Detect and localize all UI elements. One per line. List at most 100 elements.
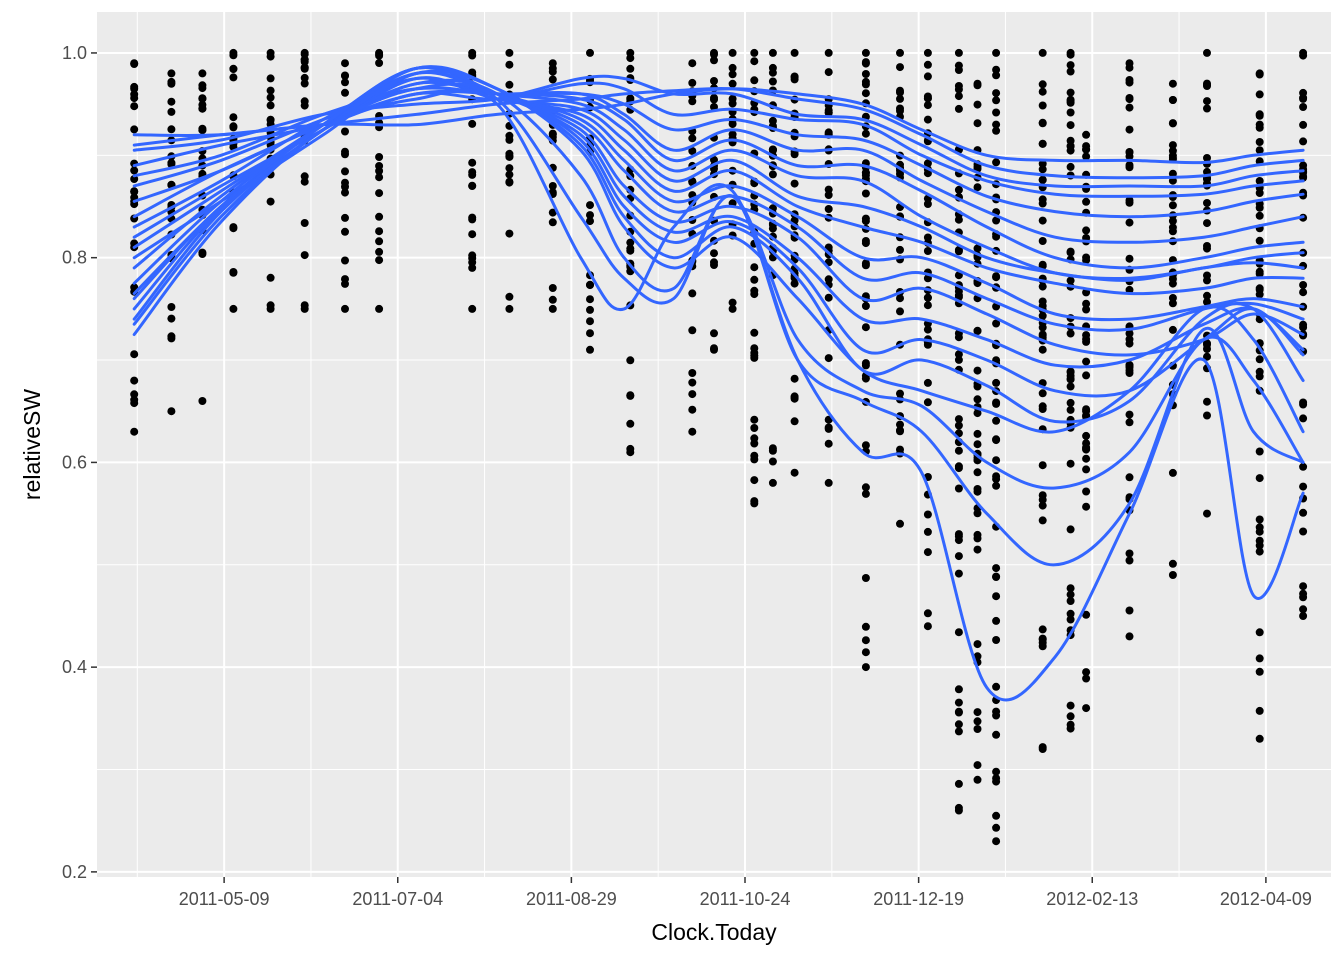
data-point [1125,196,1134,205]
data-point [1082,226,1091,235]
data-point [1066,382,1075,391]
data-point [1066,121,1075,130]
data-point [468,263,477,272]
data-point [1082,610,1091,619]
data-point [1082,197,1091,206]
data-point [1168,79,1177,88]
data-point [973,725,982,733]
data-point [1066,162,1075,171]
y-axis-title: relativeSW [19,389,45,500]
data-point [1066,615,1075,624]
data-point [300,304,309,313]
data-point [1125,161,1134,170]
data-point [1082,405,1091,414]
data-point [954,628,963,637]
data-point [824,478,833,487]
data-point [896,88,904,97]
data-point [341,127,349,136]
data-point [1038,48,1047,57]
data-point [861,359,870,368]
data-point [768,457,777,466]
data-point [923,101,932,110]
data-point [1038,635,1047,644]
data-point [1299,508,1308,517]
data-point [923,622,932,631]
data-point [586,329,594,338]
data-point [548,284,557,292]
y-tick-label: 0.8 [62,248,87,268]
data-point [229,268,238,277]
data-point [1066,248,1075,257]
data-point [973,119,982,128]
data-point [992,89,1001,98]
data-point [992,216,1001,225]
data-point [923,301,932,310]
data-point [505,60,514,69]
data-point [896,427,904,436]
data-point [1255,236,1264,245]
data-point [1299,527,1308,536]
data-point [1255,203,1264,212]
data-point [1066,584,1075,593]
data-point [1255,367,1264,376]
data-point [992,436,1001,445]
data-point [954,446,963,455]
data-point [1203,397,1211,406]
data-point [824,424,833,433]
data-point [130,187,139,196]
x-axis-title: Clock.Today [651,919,777,945]
data-point [586,211,594,220]
data-point [768,48,777,57]
data-point [198,248,207,257]
data-point [923,48,932,57]
data-point [896,389,904,398]
data-point [266,273,275,282]
data-point [790,394,799,403]
data-point [1066,724,1075,733]
data-point [861,58,870,67]
data-point [130,90,139,99]
data-point [954,350,963,359]
data-point [341,59,349,68]
data-point [750,415,759,424]
data-point [1168,96,1177,104]
data-point [300,55,309,64]
data-point [973,409,982,418]
data-point [1038,461,1047,470]
data-point [973,545,982,554]
data-point [1255,211,1264,220]
data-point [468,168,477,177]
data-point [167,69,176,78]
data-point [1203,244,1211,253]
data-point [1066,108,1075,117]
data-point [1299,137,1308,146]
data-point [1299,605,1308,614]
data-point [923,398,932,407]
data-point [992,398,1001,407]
data-point [1066,459,1075,468]
data-point [167,303,176,311]
data-point [1038,216,1047,225]
data-point [728,130,737,139]
data-point [688,59,697,68]
data-point [300,73,309,82]
data-point [1255,120,1264,129]
data-point [896,245,904,254]
data-point [728,304,737,313]
data-point [1203,81,1211,90]
data-point [973,640,982,649]
data-point [824,354,833,363]
data-point [229,123,238,132]
data-point [626,356,635,365]
data-point [548,295,557,304]
data-point [1299,593,1308,602]
data-point [973,366,982,375]
data-point [954,333,963,342]
data-point [992,730,1001,739]
data-point [923,325,932,334]
x-tick-label: 2011-07-04 [352,889,443,909]
data-point [923,247,932,255]
data-point [1066,329,1075,338]
data-point [973,327,982,335]
data-point [992,811,1001,820]
